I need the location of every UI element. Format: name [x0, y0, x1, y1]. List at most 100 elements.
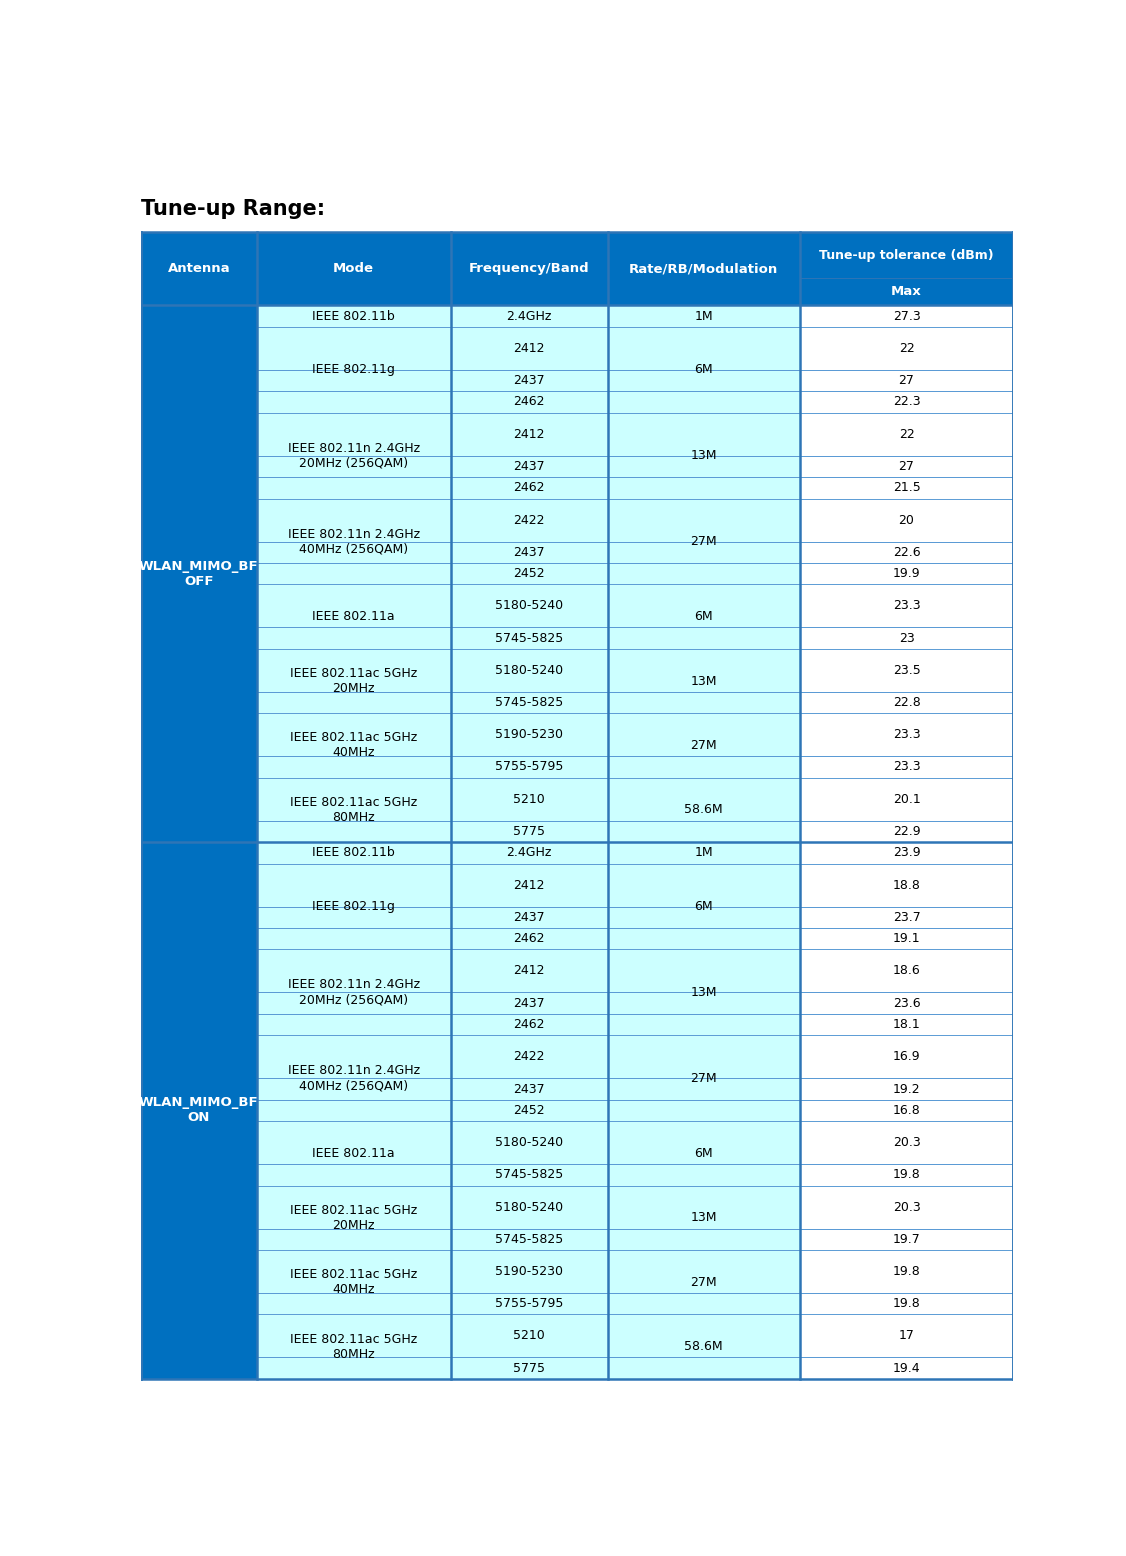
Bar — [799, 949, 1013, 993]
Bar — [799, 842, 1013, 864]
Bar — [450, 1315, 608, 1357]
Text: 5210: 5210 — [513, 792, 545, 806]
Bar — [450, 412, 608, 456]
Bar — [450, 305, 608, 327]
Text: 19.8: 19.8 — [893, 1298, 920, 1310]
Text: IEEE 802.11b: IEEE 802.11b — [312, 310, 395, 322]
Text: 13M: 13M — [690, 450, 717, 462]
Text: 6M: 6M — [695, 1147, 713, 1159]
Text: 22.8: 22.8 — [893, 696, 920, 710]
Text: 22: 22 — [899, 342, 914, 355]
Text: 22.6: 22.6 — [893, 546, 920, 559]
Text: 2412: 2412 — [513, 879, 545, 892]
Bar — [608, 327, 799, 412]
Text: 27M: 27M — [690, 1276, 717, 1288]
Bar — [450, 456, 608, 478]
Text: 23.3: 23.3 — [893, 728, 920, 741]
Bar — [799, 391, 1013, 412]
Text: 2437: 2437 — [513, 910, 545, 924]
Bar — [799, 1035, 1013, 1078]
Bar — [450, 627, 608, 649]
Bar — [799, 907, 1013, 927]
Bar — [450, 1100, 608, 1122]
Text: 22.9: 22.9 — [893, 825, 920, 837]
Text: 1M: 1M — [695, 310, 713, 322]
Bar — [450, 1078, 608, 1100]
Text: 23.6: 23.6 — [893, 997, 920, 1010]
Bar — [608, 1315, 799, 1379]
Text: 5180-5240: 5180-5240 — [495, 1201, 563, 1214]
Bar — [608, 864, 799, 949]
Bar — [450, 864, 608, 907]
Text: 5745-5825: 5745-5825 — [495, 632, 563, 644]
Bar — [608, 498, 799, 585]
Text: 2452: 2452 — [513, 1103, 545, 1117]
Bar — [450, 1164, 608, 1186]
Text: 5745-5825: 5745-5825 — [495, 696, 563, 710]
Text: 19.2: 19.2 — [893, 1083, 920, 1095]
Text: 16.8: 16.8 — [893, 1103, 920, 1117]
Bar — [799, 713, 1013, 756]
Bar — [450, 649, 608, 692]
Bar — [257, 1249, 450, 1315]
Text: Tune-up Range:: Tune-up Range: — [141, 199, 325, 219]
Bar — [257, 1315, 450, 1379]
Bar — [608, 778, 799, 842]
Bar — [450, 391, 608, 412]
Text: Max: Max — [891, 285, 922, 299]
Bar — [257, 327, 450, 412]
Bar — [450, 1122, 608, 1164]
Bar — [141, 232, 257, 305]
Bar — [450, 756, 608, 778]
Text: 19.8: 19.8 — [893, 1169, 920, 1181]
Text: 19.1: 19.1 — [893, 932, 920, 944]
Bar — [799, 1015, 1013, 1035]
Text: 27: 27 — [899, 373, 914, 387]
Text: 18.8: 18.8 — [893, 879, 920, 892]
Bar — [450, 1015, 608, 1035]
Text: 6M: 6M — [695, 899, 713, 913]
Text: 5775: 5775 — [513, 825, 545, 837]
Bar — [608, 1122, 799, 1186]
Text: 27.3: 27.3 — [893, 310, 920, 322]
Text: 5180-5240: 5180-5240 — [495, 664, 563, 677]
Text: 5180-5240: 5180-5240 — [495, 1136, 563, 1150]
Text: 2422: 2422 — [513, 513, 545, 526]
Bar — [608, 305, 799, 327]
Text: Antenna: Antenna — [168, 263, 230, 275]
Text: 2437: 2437 — [513, 997, 545, 1010]
Text: IEEE 802.11n 2.4GHz
20MHz (256QAM): IEEE 802.11n 2.4GHz 20MHz (256QAM) — [287, 442, 420, 470]
Bar — [799, 541, 1013, 563]
Text: IEEE 802.11g: IEEE 802.11g — [312, 363, 395, 377]
Text: 21.5: 21.5 — [893, 481, 920, 495]
Text: IEEE 802.11a: IEEE 802.11a — [312, 1147, 395, 1159]
Text: 19.4: 19.4 — [893, 1362, 920, 1374]
Text: IEEE 802.11ac 5GHz
80MHz: IEEE 802.11ac 5GHz 80MHz — [291, 795, 418, 823]
Bar — [799, 585, 1013, 627]
Text: 2437: 2437 — [513, 1083, 545, 1095]
Bar — [799, 864, 1013, 907]
Text: 13M: 13M — [690, 1211, 717, 1225]
Bar — [450, 993, 608, 1015]
Text: IEEE 802.11g: IEEE 802.11g — [312, 899, 395, 913]
Text: 22.3: 22.3 — [893, 395, 920, 409]
Text: 13M: 13M — [690, 675, 717, 688]
Text: 2462: 2462 — [513, 1018, 545, 1032]
Bar — [257, 412, 450, 498]
Bar — [450, 778, 608, 820]
Bar — [257, 305, 450, 327]
Bar — [799, 820, 1013, 842]
Text: 13M: 13M — [690, 987, 717, 999]
Text: 5755-5795: 5755-5795 — [495, 1298, 563, 1310]
Text: 23.7: 23.7 — [893, 910, 920, 924]
Text: 2437: 2437 — [513, 546, 545, 559]
Bar — [257, 778, 450, 842]
Bar — [450, 498, 608, 541]
Bar — [799, 1293, 1013, 1315]
Text: 2412: 2412 — [513, 342, 545, 355]
Text: IEEE 802.11ac 5GHz
20MHz: IEEE 802.11ac 5GHz 20MHz — [291, 1204, 418, 1232]
Bar — [799, 456, 1013, 478]
Text: 19.9: 19.9 — [893, 568, 920, 580]
Bar — [608, 713, 799, 778]
Bar — [450, 1035, 608, 1078]
